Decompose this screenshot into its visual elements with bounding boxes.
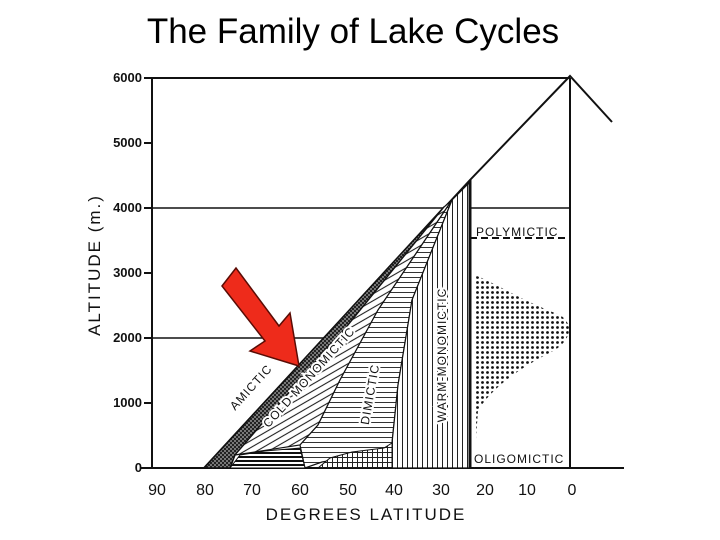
x-tick-0: 0 [568, 482, 577, 499]
y-tick-0: 0 [135, 460, 142, 475]
x-tick-30: 30 [432, 482, 450, 499]
polymictic-label: POLYMICTIC [476, 225, 558, 239]
red-arrow [221, 266, 300, 368]
x-tick-40: 40 [385, 482, 403, 499]
hstripe-patch [228, 447, 306, 469]
y-tick-6000: 6000 [113, 70, 142, 85]
oligomictic-label: OLIGOMICTIC [474, 452, 564, 466]
y-tick-1000: 1000 [113, 395, 142, 410]
warm-monomictic-label: WARM MONOMICTIC [435, 288, 449, 423]
warm-monomictic-label-halo: WARM MONOMICTIC [435, 288, 449, 423]
x-tick-60: 60 [291, 482, 309, 499]
x-tick-10: 10 [518, 482, 536, 499]
x-tick-80: 80 [196, 482, 214, 499]
y-tick-labels: 0 1000 2000 3000 4000 5000 6000 [113, 70, 142, 475]
y-tick-5000: 5000 [113, 135, 142, 150]
x-tick-70: 70 [243, 482, 261, 499]
oligomictic-bubble-lower [316, 442, 393, 469]
y-axis-ticks [144, 77, 152, 469]
oligomictic-blob [474, 275, 570, 468]
x-tick-90: 90 [148, 482, 166, 499]
x-tick-50: 50 [339, 482, 357, 499]
y-tick-2000: 2000 [113, 330, 142, 345]
warm-monomictic-zone [391, 180, 471, 469]
slide-title: The Family of Lake Cycles [146, 12, 560, 51]
x-axis-label: DEGREES LATITUDE [266, 505, 467, 524]
y-tick-4000: 4000 [113, 200, 142, 215]
oligomictic-label-halo: OLIGOMICTIC [474, 452, 564, 466]
x-tick-labels: 90 80 70 60 50 40 30 20 10 0 [148, 482, 576, 499]
x-tick-20: 20 [476, 482, 494, 499]
y-axis-label: ALTITUDE (m.) [85, 194, 104, 336]
y-tick-3000: 3000 [113, 265, 142, 280]
